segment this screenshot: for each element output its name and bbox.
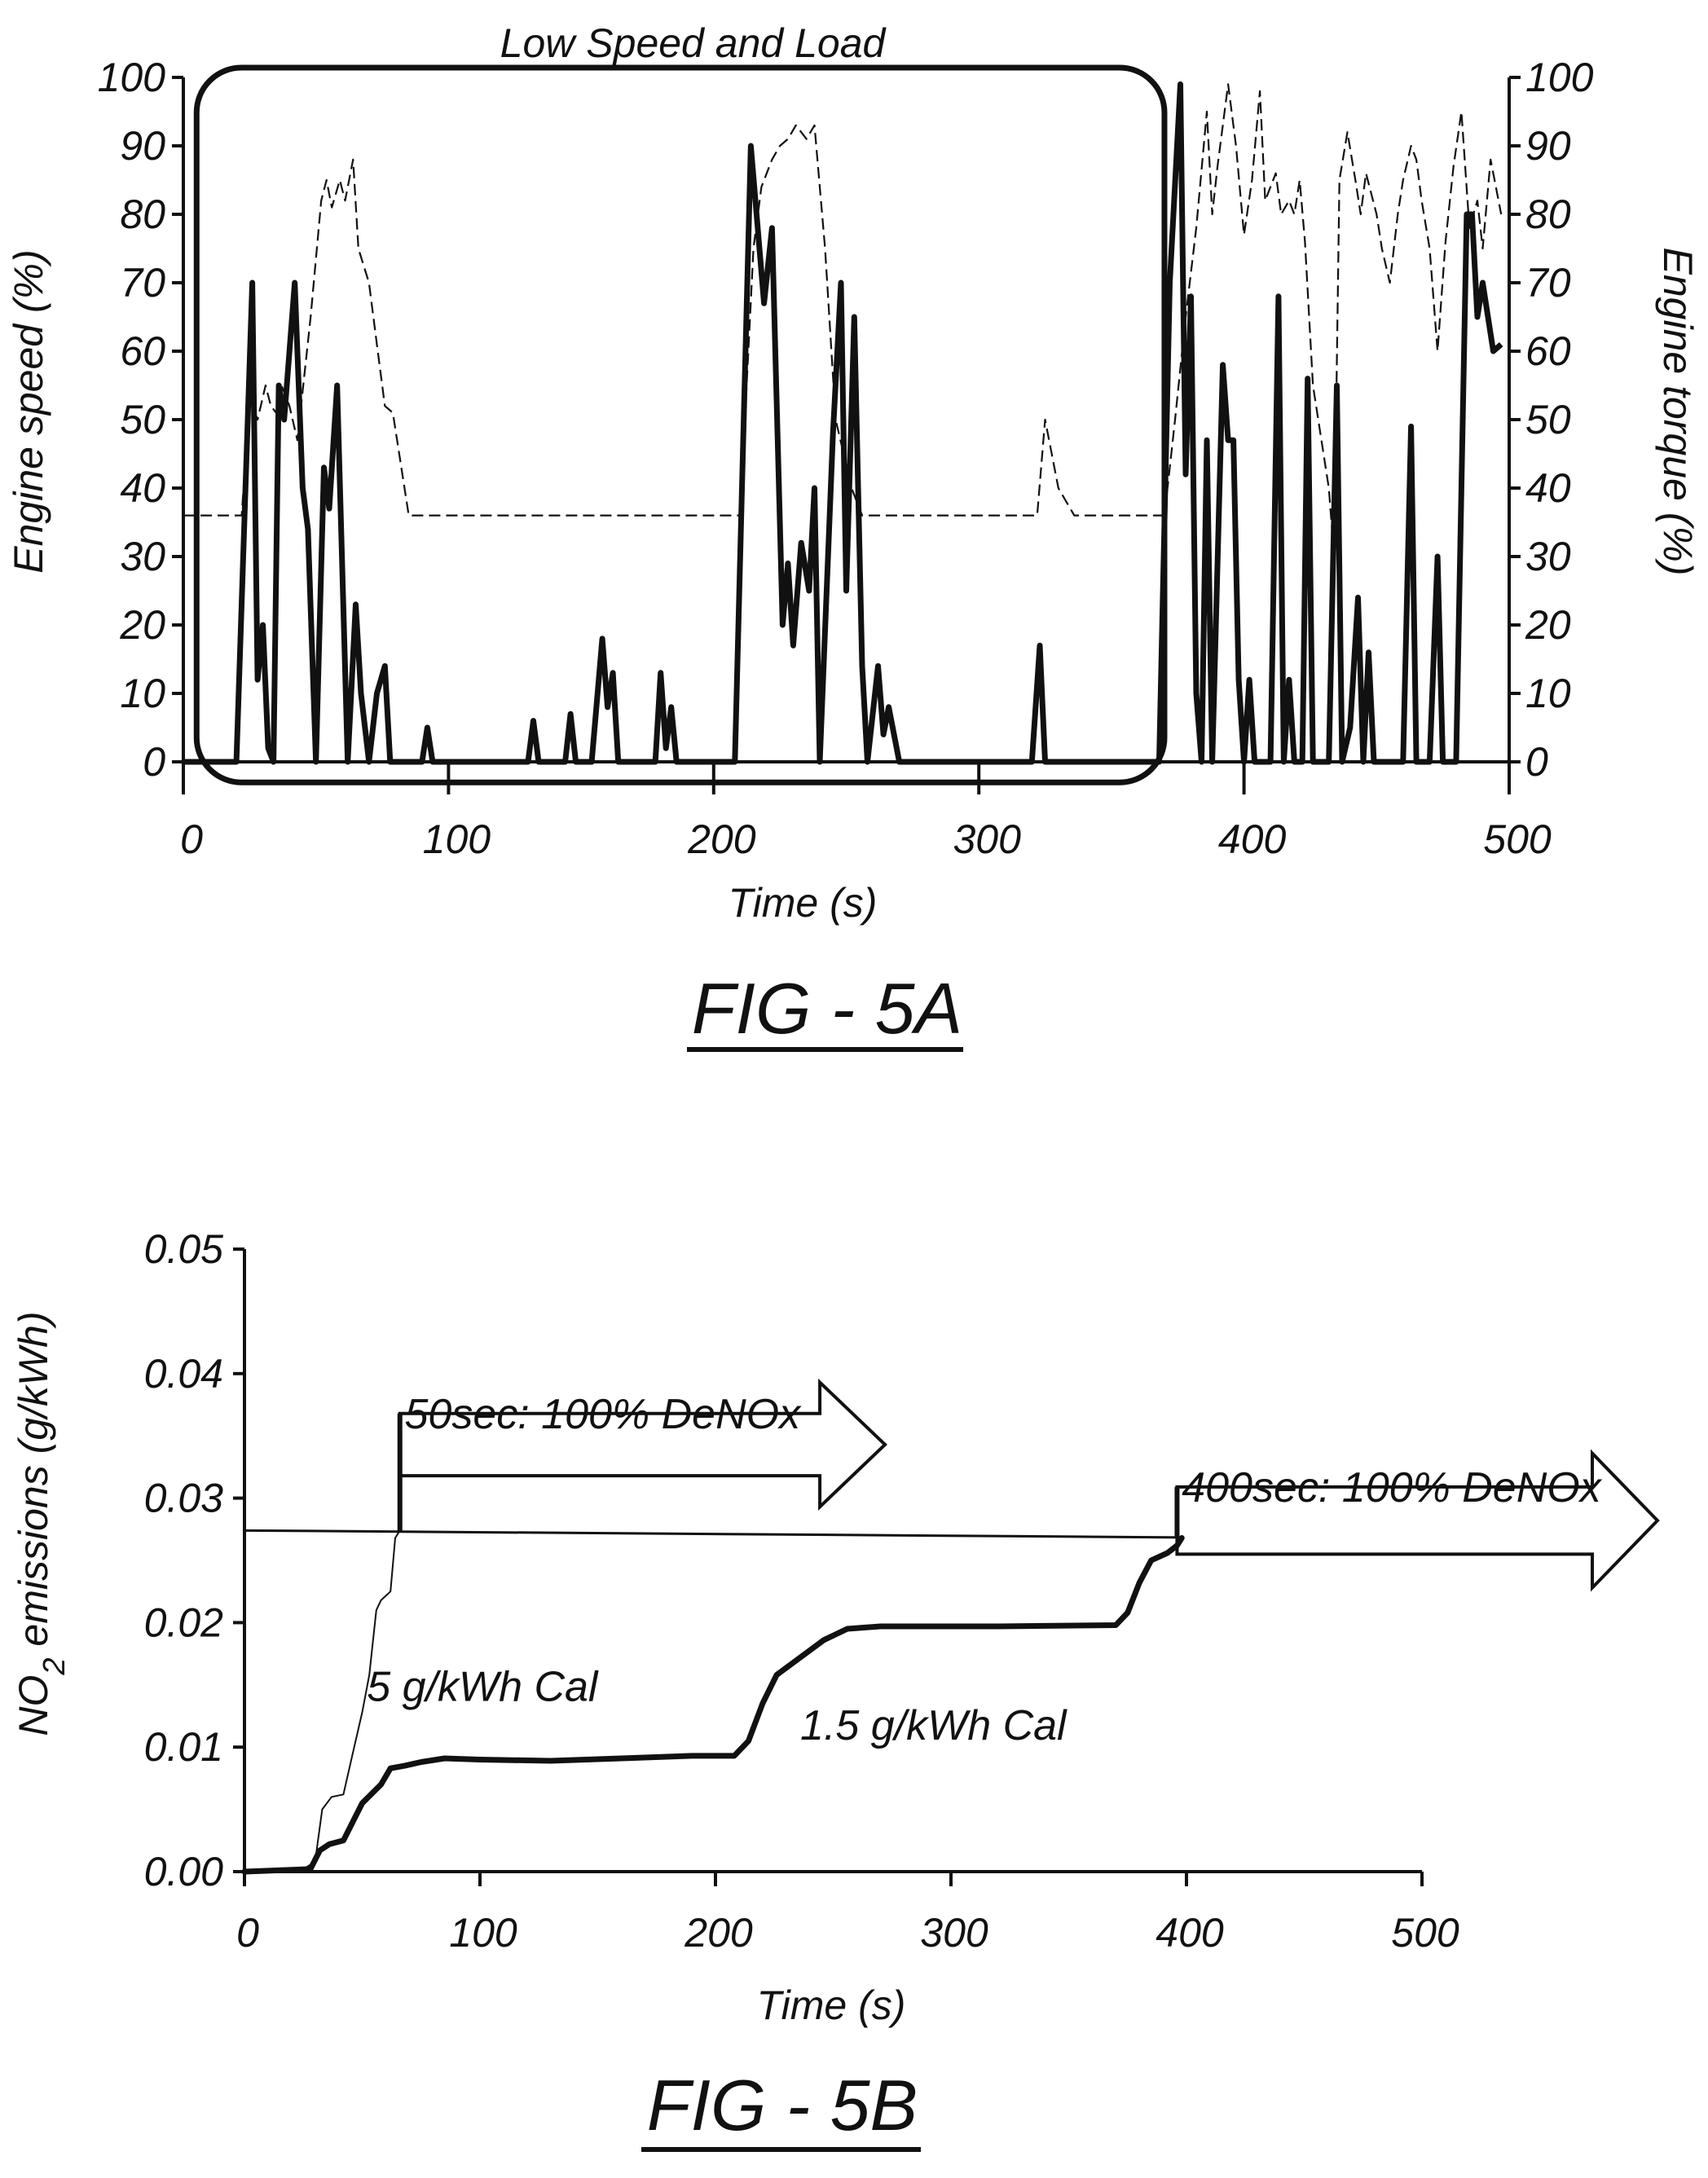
y2-tick-label: 40 <box>1525 465 1571 511</box>
y2-tick-label: 70 <box>1525 260 1571 306</box>
y-tick-label: 0.00 <box>144 1849 224 1894</box>
denox-arrows <box>397 1378 1660 1592</box>
chart-annotation: 5 g/kWh Cal <box>367 1664 599 1711</box>
y2-tick-label: 10 <box>1525 671 1571 716</box>
y-tick-label: 0.02 <box>144 1599 224 1645</box>
y-axis-title-rest: emissions (g/kWh) <box>11 1311 56 1657</box>
series-1-5-gkwh-cal <box>241 1535 1185 1875</box>
denox-arrow-400sec <box>1175 1449 1660 1592</box>
y2-tick-label: 80 <box>1525 191 1571 237</box>
y2-tick-label: 50 <box>1525 397 1571 442</box>
emissions-chart-axes <box>243 1249 1423 1873</box>
y-tick-label: 0.04 <box>144 1351 223 1397</box>
y-axis-title-engine-speed: Engine speed (%) <box>6 249 51 573</box>
x-tick-label: 100 <box>449 1910 517 1956</box>
engine-speed-series-line <box>183 81 1503 765</box>
y2-tick-label: 30 <box>1525 534 1571 579</box>
y-tick-label: 50 <box>120 397 165 442</box>
x-tick-label: 200 <box>687 816 756 862</box>
y-tick-label: 80 <box>120 191 165 237</box>
y-tick-label: 20 <box>119 602 165 648</box>
x-tick-label: 0 <box>180 816 203 862</box>
x-tick-label: 400 <box>1156 1910 1224 1956</box>
y-axis-title-subscript: 2 <box>37 1657 72 1675</box>
engine-torque-series-line <box>183 83 1503 558</box>
low-speed-and-load-annotation: Low Speed and Load <box>500 20 887 66</box>
y2-tick-label: 90 <box>1525 123 1571 169</box>
figure-label-5b: FIG - 5B <box>647 2065 918 2145</box>
emissions-chart-annotations: 50sec: 100% DeNOx 400sec: 100% DeNOx 5 g/k… <box>367 1391 1602 1749</box>
y2-tick-label: 100 <box>1525 55 1594 100</box>
chart-annotation: 50sec: 100% DeNOx <box>405 1391 803 1438</box>
no2-emissions-chart: 0.00 0.01 0.02 0.03 0.04 0.05 0 100 200 300 400 500… <box>11 1226 1660 2152</box>
x-tick-label: 0 <box>236 1910 259 1956</box>
x-tick-label: 300 <box>953 816 1021 862</box>
y-tick-label: 90 <box>120 123 165 169</box>
engine-chart-ticks: 0 10 20 30 40 50 60 70 80 90 100 0 10 20 30 40 50 60 70 80 9… <box>98 55 1594 862</box>
y2-axis-title-engine-torque: Engine torque (%) <box>1655 247 1701 575</box>
chart-annotation: 400sec: 100% DeNOx <box>1182 1464 1602 1511</box>
x-tick-label: 500 <box>1391 1910 1459 1956</box>
y2-tick-label: 20 <box>1525 602 1571 648</box>
y-tick-label: 30 <box>120 534 165 579</box>
denox-arrow-50sec <box>398 1378 887 1511</box>
x-tick-label: 400 <box>1218 816 1287 862</box>
y-tick-label: 0.03 <box>144 1476 224 1521</box>
y-tick-label: 70 <box>120 260 165 306</box>
y-tick-label: 60 <box>120 328 165 374</box>
x-tick-label: 200 <box>684 1910 753 1956</box>
y-tick-label: 0.05 <box>144 1226 224 1272</box>
y-axis-title-main: NO <box>11 1675 56 1736</box>
y-tick-label: 100 <box>98 55 166 100</box>
y-tick-label: 10 <box>120 671 165 716</box>
y-tick-label: 0.01 <box>144 1724 223 1770</box>
y2-tick-label: 0 <box>1525 739 1548 785</box>
emissions-chart-series <box>241 1529 1185 1875</box>
x-axis-title: Time (s) <box>757 1982 906 2028</box>
y-axis-title-no2-emissions: NO2 emissions (g/kWh) <box>11 1311 72 1736</box>
chart-annotation: 1.5 g/kWh Cal <box>800 1702 1068 1749</box>
low-speed-load-region-outline <box>193 64 1168 785</box>
figure-label-5a: FIG - 5A <box>692 968 963 1049</box>
y2-tick-label: 60 <box>1525 328 1571 374</box>
emissions-chart-ticks: 0.00 0.01 0.02 0.03 0.04 0.05 0 100 200 300 400 500 <box>144 1226 1459 1956</box>
engine-speed-torque-chart: Low Speed and Load 0 10 20 30 40 50 60 70 80 90 10… <box>6 20 1701 1052</box>
x-tick-label: 100 <box>423 816 491 862</box>
y-tick-label: 40 <box>120 465 165 511</box>
x-axis-title: Time (s) <box>729 880 878 926</box>
engine-chart-series <box>183 81 1503 765</box>
x-tick-label: 500 <box>1483 816 1552 862</box>
x-tick-label: 300 <box>920 1910 988 1956</box>
y-tick-label: 0 <box>143 739 165 785</box>
